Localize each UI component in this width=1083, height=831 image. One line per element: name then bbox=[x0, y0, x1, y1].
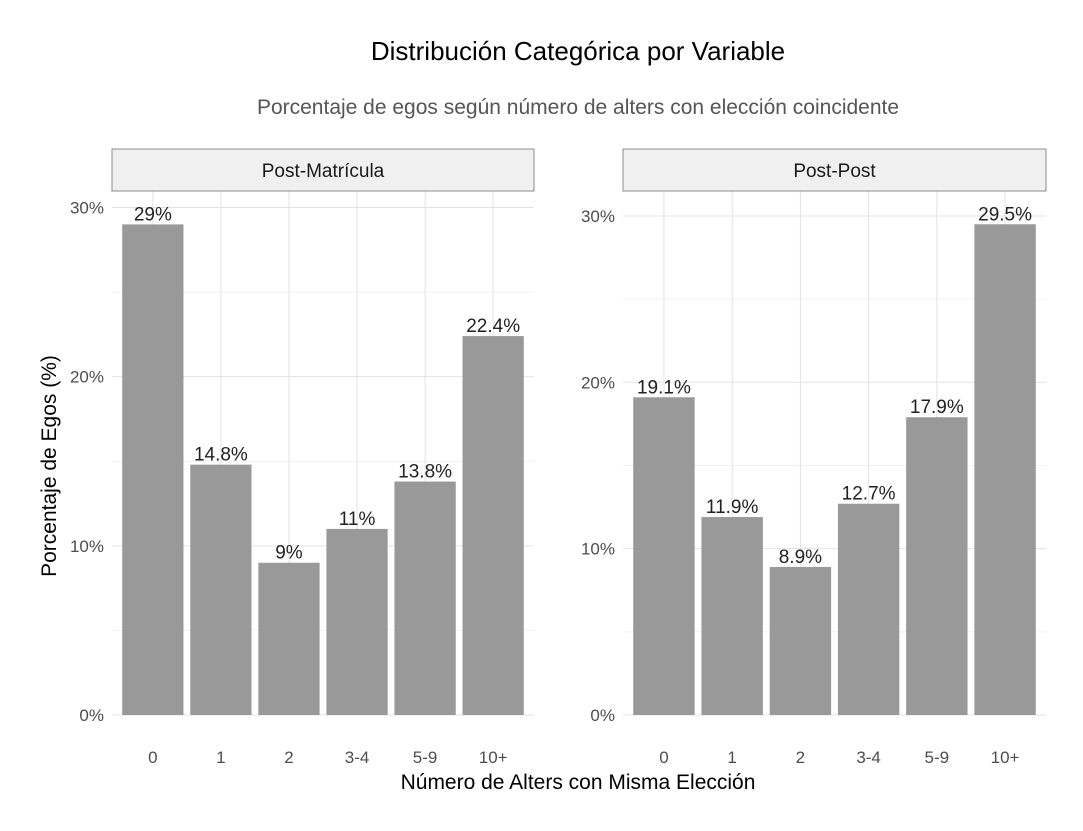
x-tick-label: 10+ bbox=[479, 748, 508, 767]
facet-strip bbox=[111, 148, 535, 192]
bar-5-9 bbox=[394, 481, 456, 715]
facet-strip bbox=[622, 148, 1047, 192]
bar-1 bbox=[701, 517, 763, 715]
y-tick-label: 20% bbox=[581, 373, 615, 392]
bar-label: 12.7% bbox=[842, 484, 896, 505]
panels: Post-Matrícula 29% 0 14.8% 1 9% 2 11% 3-4 13.8% 5-… bbox=[70, 148, 1047, 767]
x-tick-label: 3-4 bbox=[856, 748, 881, 767]
bar-label: 8.9% bbox=[779, 547, 822, 568]
facet-panel-2: Post-Post 19.1% 0 11.9% 1 8.9% 2 12.7% 3-4 17.9% 5… bbox=[581, 148, 1047, 767]
bar-2 bbox=[258, 562, 320, 715]
facet-strip-label: Post-Post bbox=[793, 161, 876, 182]
bar-label: 9% bbox=[275, 543, 303, 564]
y-tick-label: 20% bbox=[70, 368, 104, 387]
bar-label: 29.5% bbox=[978, 204, 1032, 225]
y-tick-label: 30% bbox=[70, 198, 104, 217]
chart-subtitle: Porcentaje de egos según número de alter… bbox=[257, 96, 899, 119]
x-tick-label: 5-9 bbox=[925, 748, 950, 767]
bar-label: 17.9% bbox=[910, 397, 964, 418]
y-tick-label: 30% bbox=[581, 207, 615, 226]
x-axis-title: Número de Alters con Misma Elección bbox=[401, 771, 756, 794]
y-tick-label: 0% bbox=[79, 706, 104, 725]
bar-label: 11% bbox=[339, 509, 376, 530]
x-tick-label: 10+ bbox=[991, 748, 1020, 767]
facet-strip-label: Post-Matrícula bbox=[262, 161, 385, 182]
x-tick-label: 3-4 bbox=[345, 748, 370, 767]
y-tick-label: 0% bbox=[590, 706, 615, 725]
x-tick-label: 0 bbox=[148, 748, 157, 767]
bar-10+ bbox=[974, 224, 1036, 715]
x-tick-label: 2 bbox=[796, 748, 805, 767]
bar-label: 19.1% bbox=[637, 377, 691, 398]
bar-10+ bbox=[462, 336, 524, 715]
facet-panel-1: Post-Matrícula 29% 0 14.8% 1 9% 2 11% 3-4 13.8% 5-… bbox=[70, 148, 535, 767]
x-tick-label: 1 bbox=[727, 748, 736, 767]
y-tick-label: 10% bbox=[70, 537, 104, 556]
bar-label: 13.8% bbox=[398, 462, 452, 483]
bar-label: 22.4% bbox=[466, 316, 520, 337]
x-tick-label: 0 bbox=[659, 748, 668, 767]
x-tick-label: 5-9 bbox=[413, 748, 438, 767]
x-tick-label: 1 bbox=[216, 748, 225, 767]
chart-title: Distribución Categórica por Variable bbox=[371, 36, 785, 66]
bar-1 bbox=[190, 464, 252, 715]
bar-2 bbox=[769, 566, 832, 715]
bar-0 bbox=[633, 397, 695, 715]
bar-3-4 bbox=[326, 528, 388, 715]
y-axis-title: Porcentaje de Egos (%) bbox=[38, 355, 61, 577]
bar-label: 14.8% bbox=[194, 445, 248, 466]
bar-label: 29% bbox=[134, 204, 172, 225]
y-tick-label: 10% bbox=[581, 540, 615, 559]
bar-5-9 bbox=[906, 417, 968, 715]
bar-3-4 bbox=[837, 503, 900, 715]
bar-label: 11.9% bbox=[706, 497, 759, 518]
x-tick-label: 2 bbox=[284, 748, 293, 767]
bar-0 bbox=[122, 224, 184, 715]
